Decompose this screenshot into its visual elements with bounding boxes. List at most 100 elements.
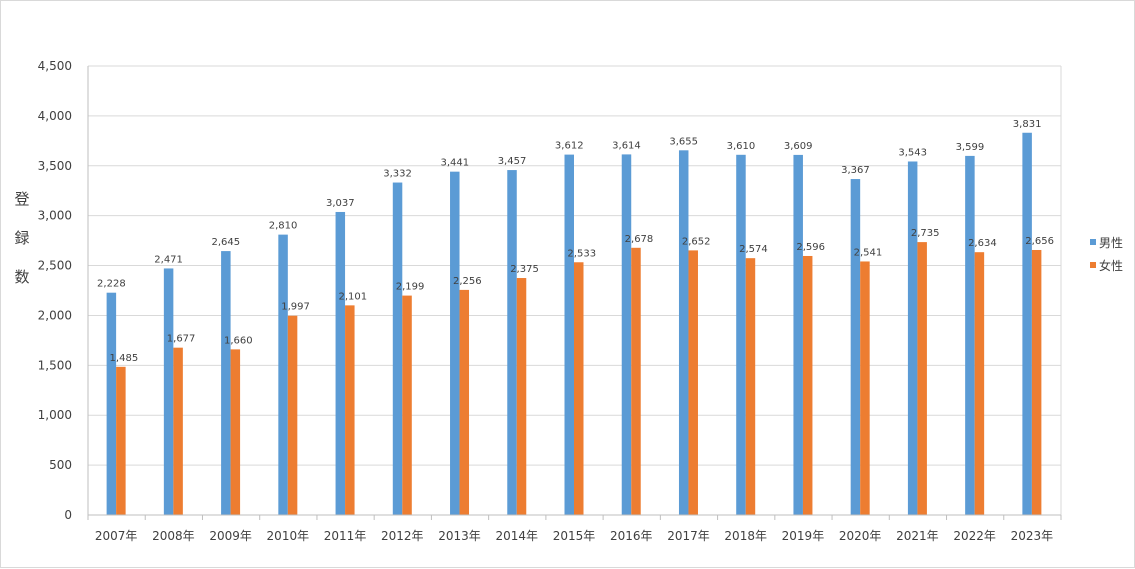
bar-male <box>850 179 861 515</box>
bar-male <box>736 154 746 515</box>
data-label: 2,596 <box>796 242 825 253</box>
data-label: 2,256 <box>453 276 482 287</box>
bar-male <box>335 211 346 515</box>
data-label: 3,457 <box>498 156 527 167</box>
bar-female <box>574 262 584 515</box>
data-label: 3,610 <box>727 141 756 152</box>
data-label: 2,656 <box>1025 236 1054 247</box>
x-tick-label: 2008年 <box>152 529 195 543</box>
bar-male <box>907 161 918 515</box>
bar-female <box>745 258 756 515</box>
bar-female <box>402 295 412 515</box>
axes: 0 500 1,000 1,500 2,000 2,500 3,000 3,500 4,000 4… <box>38 59 1062 543</box>
bar-female <box>230 349 241 515</box>
data-label: 1,485 <box>110 353 139 364</box>
x-tick-label: 2015年 <box>553 529 596 543</box>
bar-male <box>450 171 460 515</box>
x-tick-label: 2013年 <box>438 529 481 543</box>
data-label: 3,609 <box>784 141 813 152</box>
x-tick-label: 2016年 <box>610 529 653 543</box>
bar-male <box>278 234 288 515</box>
legend-label: 男性 <box>1099 236 1123 250</box>
data-label: 2,634 <box>968 238 997 249</box>
x-tick-label: 2009年 <box>209 529 252 543</box>
y-tick-label: 4,500 <box>38 59 72 73</box>
x-tick-label: 2017年 <box>667 529 710 543</box>
x-tick-label: 2018年 <box>724 529 767 543</box>
data-label: 2,645 <box>212 237 241 248</box>
bar-female <box>688 250 698 515</box>
bar-male <box>678 150 689 515</box>
y-tick-label: 2,500 <box>38 259 72 273</box>
bar-female <box>917 242 927 515</box>
bar-male <box>793 154 803 516</box>
data-label: 3,441 <box>440 158 469 169</box>
data-label: 2,678 <box>625 234 654 245</box>
bar-female <box>516 278 527 515</box>
bar-male <box>621 154 632 515</box>
legend-label: 女性 <box>1099 258 1123 273</box>
bar-male <box>106 292 117 515</box>
data-label: 3,037 <box>326 198 355 209</box>
x-tick-label: 2014年 <box>495 529 538 543</box>
x-tick-label: 2010年 <box>267 529 310 543</box>
bar-female <box>173 347 183 515</box>
bar-female <box>860 261 870 515</box>
x-tick-label: 2023年 <box>1011 529 1054 543</box>
x-tick-label: 2019年 <box>782 529 825 543</box>
x-tick-label: 2020年 <box>839 529 882 543</box>
data-label: 3,599 <box>956 142 985 153</box>
y-tick-label: 0 <box>64 508 72 522</box>
bar-male <box>564 154 574 515</box>
y-tick-label: 1,500 <box>38 358 72 372</box>
bar-female <box>631 247 641 515</box>
bar-female <box>345 305 355 515</box>
x-tick-label: 2022年 <box>953 529 996 543</box>
y-tick-label: 2,000 <box>38 308 72 322</box>
data-label: 3,831 <box>1013 119 1042 130</box>
data-label: 2,533 <box>567 248 596 259</box>
data-label: 3,543 <box>898 147 927 158</box>
bar-female <box>1031 249 1042 515</box>
data-label: 1,677 <box>167 334 196 345</box>
legend-swatch <box>1090 262 1096 268</box>
data-label: 2,101 <box>338 291 367 302</box>
x-tick-label: 2012年 <box>381 529 424 543</box>
y-axis-title-char: 登 <box>14 190 29 208</box>
data-label: 2,228 <box>97 279 126 290</box>
bar-female <box>459 289 470 515</box>
y-tick-label: 4,000 <box>38 109 72 123</box>
y-tick-label: 3,500 <box>38 159 72 173</box>
data-label: 2,810 <box>269 221 298 232</box>
data-label: 3,614 <box>612 140 641 151</box>
bar-female <box>287 315 298 515</box>
data-label: 3,612 <box>555 141 584 152</box>
data-label: 2,471 <box>154 254 183 265</box>
bar-female <box>116 366 126 515</box>
bar-male <box>507 170 517 515</box>
y-axis-title-char: 数 <box>14 268 29 286</box>
legend-swatch <box>1090 239 1096 245</box>
y-axis-title-char: 録 <box>14 229 29 247</box>
bar-male <box>965 155 975 515</box>
bar-female <box>974 252 985 515</box>
y-tick-label: 3,000 <box>38 209 72 223</box>
bar-female <box>802 255 813 516</box>
bar-male <box>163 268 174 515</box>
y-axis-title: 登録数 <box>14 190 29 286</box>
data-label: 3,367 <box>841 165 870 176</box>
data-label: 1,997 <box>281 302 310 313</box>
bars <box>106 132 1042 516</box>
bar-male <box>392 182 403 515</box>
data-label: 2,199 <box>396 282 425 293</box>
x-tick-label: 2007年 <box>95 529 138 543</box>
bar-male <box>1022 132 1032 515</box>
x-tick-label: 2011年 <box>324 529 367 543</box>
y-tick-label: 500 <box>49 458 72 472</box>
data-label: 2,574 <box>739 244 768 255</box>
data-label: 2,375 <box>510 264 539 275</box>
data-label: 2,541 <box>854 247 883 258</box>
y-tick-label: 1,000 <box>38 408 72 422</box>
